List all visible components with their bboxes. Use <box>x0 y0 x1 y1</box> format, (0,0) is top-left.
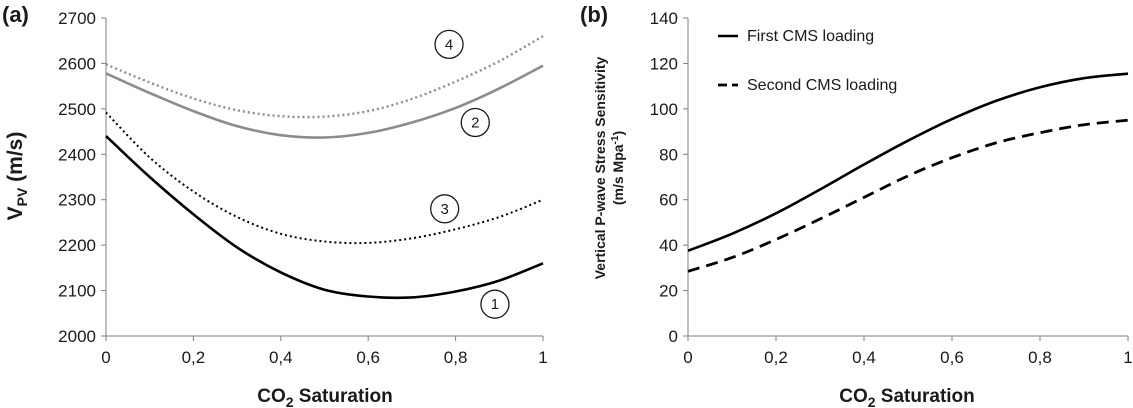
x-tick-label: 0,4 <box>852 348 876 367</box>
y-tick-label: 140 <box>650 9 678 28</box>
panel-a-x-axis-title: CO2 Saturation <box>257 386 393 408</box>
x-tick-label: 1 <box>538 348 547 367</box>
series-line <box>105 35 544 119</box>
series-line <box>687 72 1129 253</box>
panel-b-y-axis-title-line1: Vertical P-wave Stress Sensitivity <box>592 57 608 280</box>
y-tick-label: 40 <box>659 236 678 255</box>
legend-label: Second CMS loading <box>747 77 897 94</box>
x-tick-label: 1 <box>1123 348 1132 367</box>
curve-label-circle <box>460 107 490 138</box>
panel-b-y-axis-title-line2: (m/s Mpa-1) <box>610 131 626 205</box>
series-line <box>105 135 544 300</box>
curve-label: 3 <box>441 201 449 218</box>
y-tick-label: 80 <box>659 145 678 164</box>
x-tick-label: 0,8 <box>444 348 468 367</box>
y-tick-label: 120 <box>650 54 678 73</box>
panel-a-label: (a) <box>2 2 29 27</box>
y-tick-label: 2500 <box>58 100 96 119</box>
x-tick-label: 0,2 <box>764 348 788 367</box>
curve-label-circle <box>430 194 460 224</box>
y-tick-label: 2100 <box>58 282 96 301</box>
series-line <box>687 118 1129 273</box>
panel-b-marks: 0 20 40 60 80 100 120 140 0 0,2 0,4 0,6 0,8 1 <box>650 9 1133 367</box>
x-tick-label: 0 <box>683 348 692 367</box>
curve-label: 4 <box>445 36 453 53</box>
y-tick-label: 100 <box>650 100 678 119</box>
curve-label: 2 <box>471 114 479 131</box>
series-line <box>105 111 544 245</box>
y-tick-label: 2400 <box>58 145 96 164</box>
y-tick-label: 2300 <box>58 191 96 210</box>
x-tick-label: 0,4 <box>269 348 293 367</box>
y-tick-label: 20 <box>659 282 678 301</box>
curve-label-circle <box>434 29 464 59</box>
y-tick-label: 60 <box>659 191 678 210</box>
panel-b-chart: (b) 0 20 40 60 80 100 120 140 0 0,2 0,4 0,6 0,8 1 CO2… <box>580 2 1133 408</box>
y-tick-label: 2000 <box>58 327 96 346</box>
y-tick-label: 2600 <box>58 54 96 73</box>
panel-b-legend: First CMS loading Second CMS loading <box>718 28 897 94</box>
y-tick-label: 2200 <box>58 236 96 255</box>
x-tick-label: 0,2 <box>182 348 206 367</box>
panel-a-chart: (a) 2000 2100 2200 2300 2400 2500 2600 2700 0 0,2… <box>2 2 548 408</box>
x-tick-label: 0,6 <box>356 348 380 367</box>
x-tick-label: 0,8 <box>1028 348 1052 367</box>
curve-label-circle <box>480 289 510 319</box>
x-tick-label: 0,6 <box>940 348 964 367</box>
legend-label: First CMS loading <box>747 28 874 45</box>
curve-label: 1 <box>491 296 499 313</box>
panel-a-marks: 2000 2100 2200 2300 2400 2500 2600 2700 0 0,2 0,4 0… <box>58 9 548 367</box>
series-line <box>105 64 544 139</box>
y-tick-label: 2700 <box>58 9 96 28</box>
panel-a-y-axis-title: VPV (m/s) <box>4 132 30 221</box>
panel-b-x-axis-title: CO2 Saturation <box>839 386 975 408</box>
panel-b-y-axis-title: Vertical P-wave Stress Sensitivity (m/s … <box>592 57 626 280</box>
panel-b-label: (b) <box>580 2 608 27</box>
x-tick-label: 0 <box>101 348 110 367</box>
y-tick-label: 0 <box>669 327 678 346</box>
